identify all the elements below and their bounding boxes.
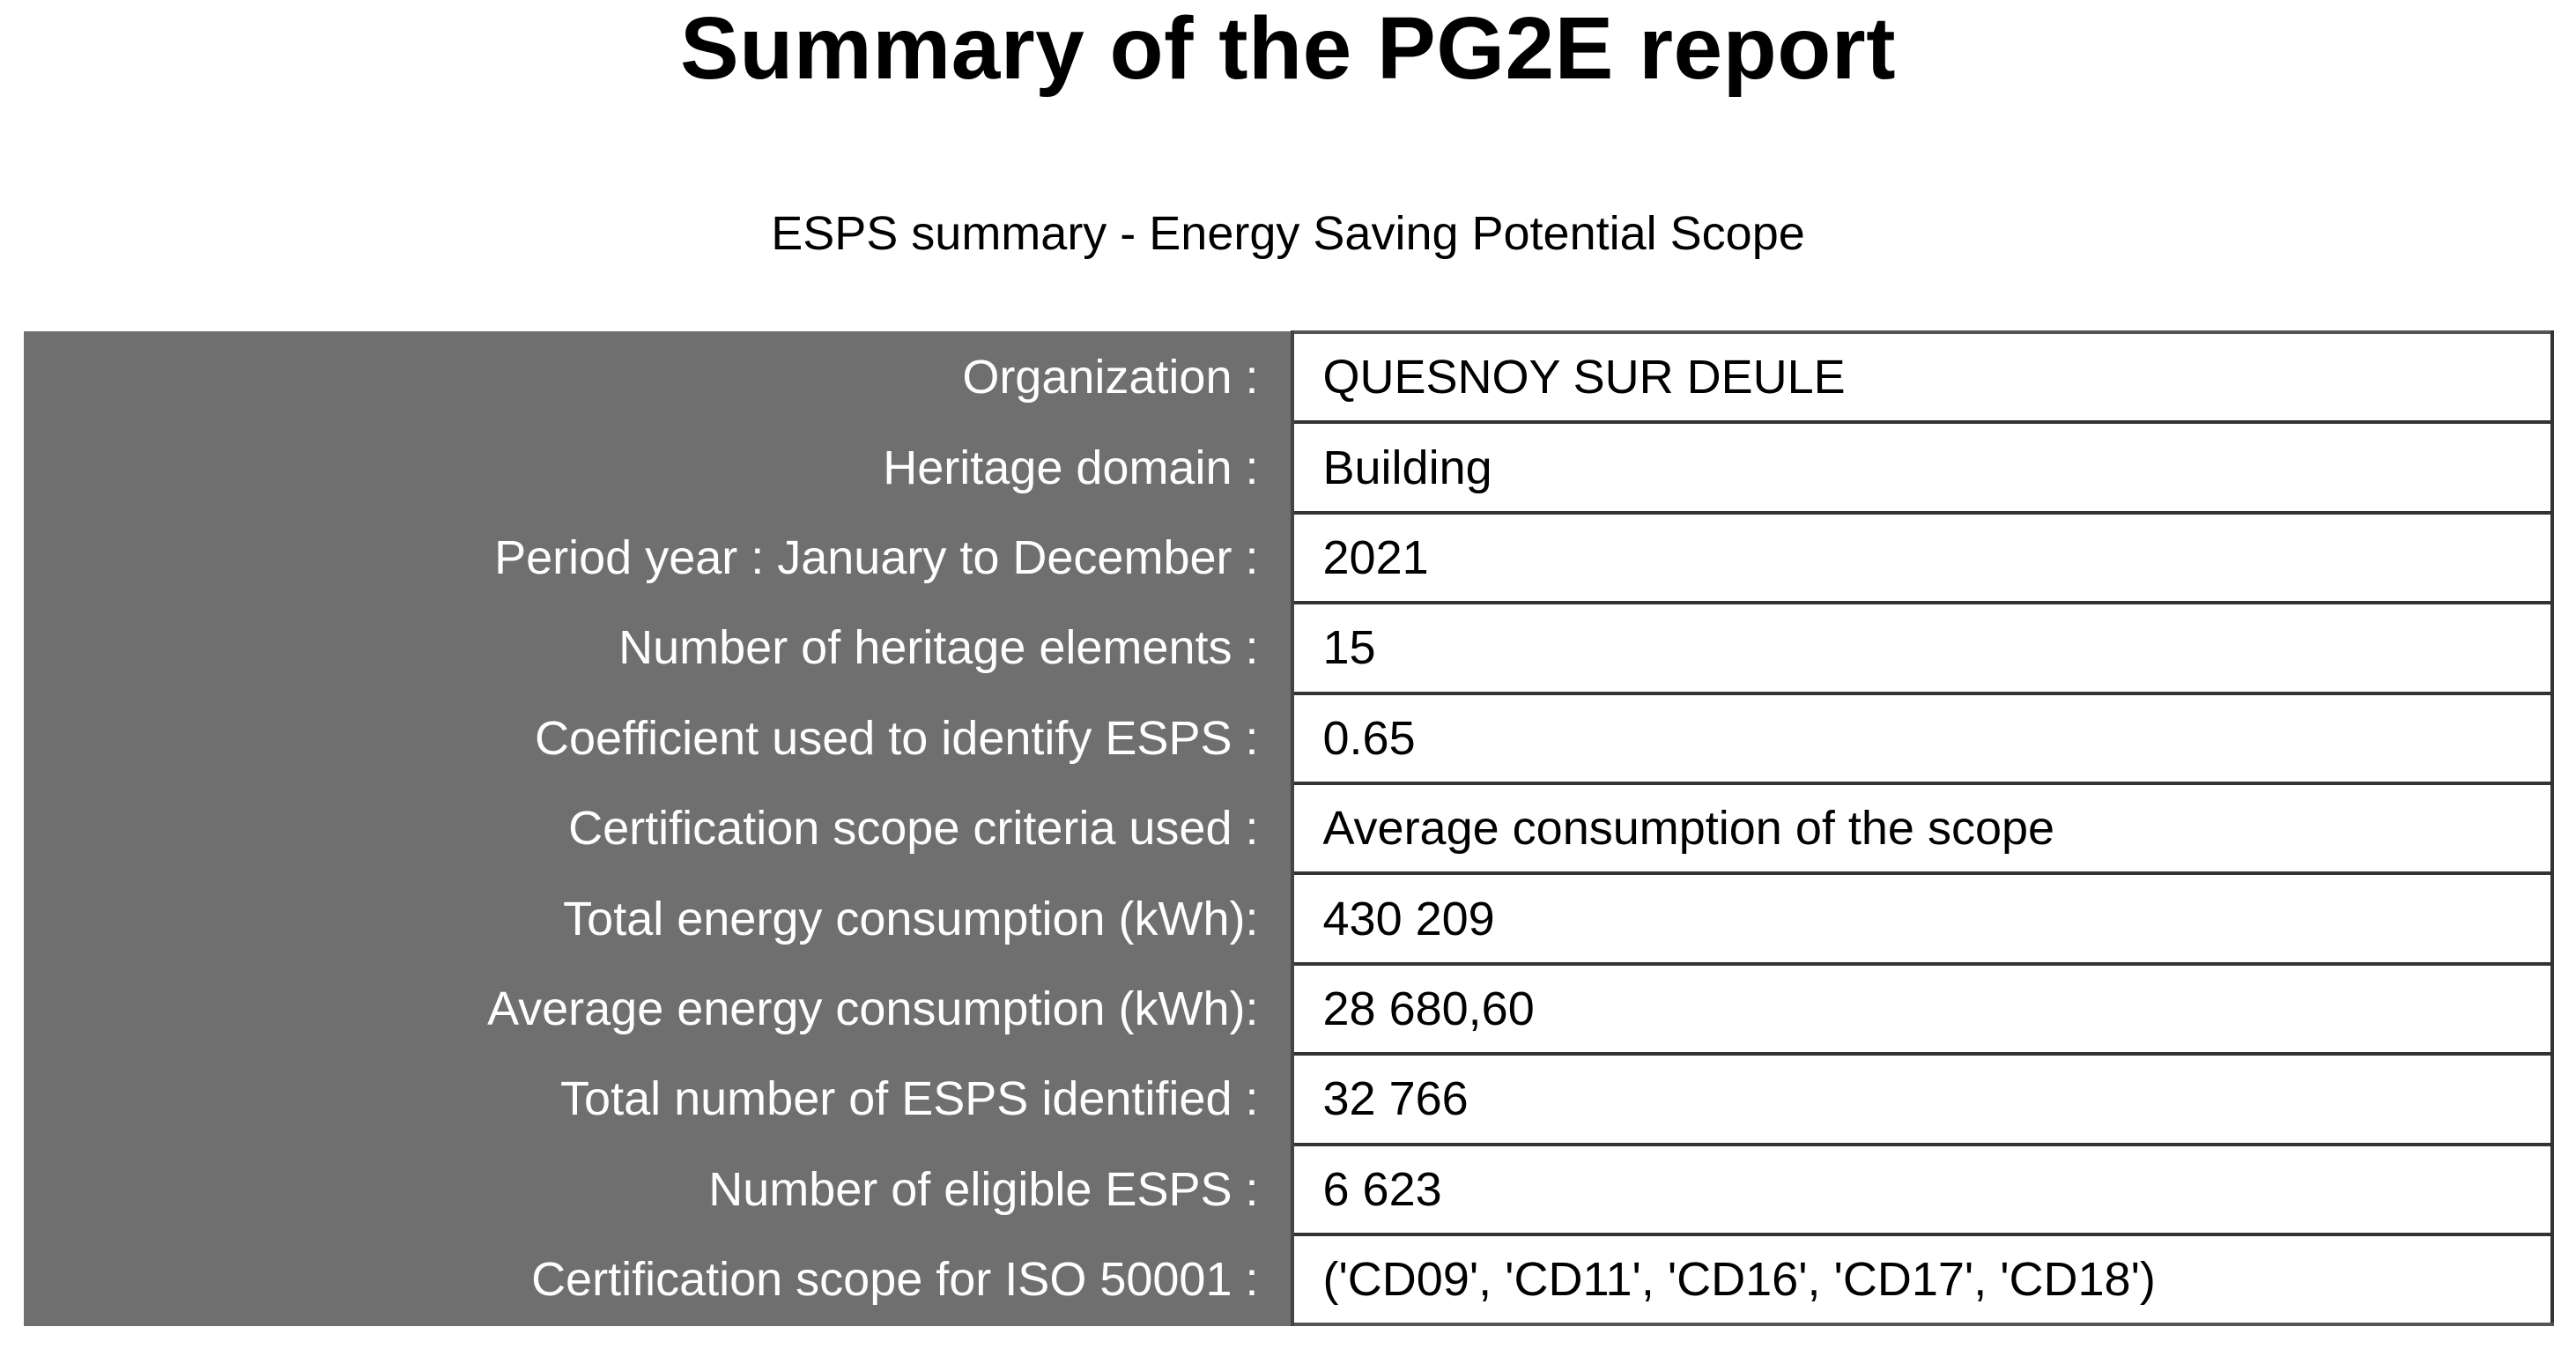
table-row: Coefficient used to identify ESPS : 0.65 xyxy=(24,691,2554,785)
row-label-heritage-elements: Number of heritage elements : xyxy=(24,601,1294,695)
table-row: Number of eligible ESPS : 6 623 xyxy=(24,1142,2554,1236)
row-label-eligible-esps: Number of eligible ESPS : xyxy=(24,1143,1294,1236)
row-label-iso-scope: Certification scope for ISO 50001 : xyxy=(24,1233,1294,1326)
row-value-heritage-elements: 15 xyxy=(1290,601,2554,695)
table-row: Average energy consumption (kWh): 28 680… xyxy=(24,961,2554,1056)
row-value-coefficient: 0.65 xyxy=(1290,691,2554,785)
row-value-heritage-domain: Building xyxy=(1290,420,2554,515)
row-label-total-esps: Total number of ESPS identified : xyxy=(24,1052,1294,1146)
page-title: Summary of the PG2E report xyxy=(680,0,1896,98)
row-value-organization: QUESNOY SUR DEULE xyxy=(1290,330,2554,425)
row-value-total-esps: 32 766 xyxy=(1290,1052,2554,1146)
table-row: Period year : January to December : 2021 xyxy=(24,510,2554,605)
summary-table: Organization : QUESNOY SUR DEULE Heritag… xyxy=(24,330,2554,1327)
row-value-eligible-esps: 6 623 xyxy=(1290,1142,2554,1236)
table-row: Certification scope criteria used : Aver… xyxy=(24,781,2554,876)
row-value-period-year: 2021 xyxy=(1290,510,2554,605)
table-row: Number of heritage elements : 15 xyxy=(24,601,2554,695)
row-value-scope-criteria: Average consumption of the scope xyxy=(1290,781,2554,876)
row-label-period-year: Period year : January to December : xyxy=(24,511,1294,604)
row-value-average-energy: 28 680,60 xyxy=(1290,961,2554,1056)
row-label-scope-criteria: Certification scope criteria used : xyxy=(24,782,1294,875)
row-value-total-energy: 430 209 xyxy=(1290,871,2554,966)
table-row: Organization : QUESNOY SUR DEULE xyxy=(24,330,2554,425)
table-row: Heritage domain : Building xyxy=(24,420,2554,515)
row-value-iso-scope: ('CD09', 'CD11', 'CD16', 'CD17', 'CD18') xyxy=(1290,1232,2554,1327)
row-label-organization: Organization : xyxy=(24,330,1294,424)
row-label-coefficient: Coefficient used to identify ESPS : xyxy=(24,692,1294,785)
table-row: Total energy consumption (kWh): 430 209 xyxy=(24,871,2554,966)
row-label-total-energy: Total energy consumption (kWh): xyxy=(24,871,1294,966)
row-label-average-energy: Average energy consumption (kWh): xyxy=(24,962,1294,1056)
table-row: Certification scope for ISO 50001 : ('CD… xyxy=(24,1232,2554,1327)
report-subtitle: ESPS summary - Energy Saving Potential S… xyxy=(771,207,1805,260)
table-row: Total number of ESPS identified : 32 766 xyxy=(24,1052,2554,1146)
row-label-heritage-domain: Heritage domain : xyxy=(24,420,1294,515)
